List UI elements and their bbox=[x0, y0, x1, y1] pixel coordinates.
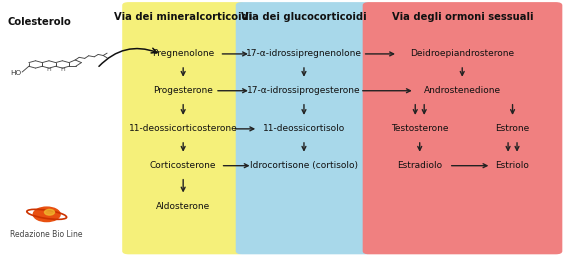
Text: Deidroepiandrosterone: Deidroepiandrosterone bbox=[410, 49, 514, 58]
Text: Estrone: Estrone bbox=[495, 124, 530, 133]
FancyBboxPatch shape bbox=[363, 2, 562, 254]
Text: Aldosterone: Aldosterone bbox=[156, 202, 210, 211]
Text: Estradiolo: Estradiolo bbox=[397, 161, 442, 170]
Text: Pregnenolone: Pregnenolone bbox=[152, 49, 214, 58]
Text: Via dei glucocorticoidi: Via dei glucocorticoidi bbox=[241, 12, 367, 22]
Text: Testosterone: Testosterone bbox=[391, 124, 448, 133]
Text: Via degli ormoni sessuali: Via degli ormoni sessuali bbox=[392, 12, 533, 22]
Text: Androstenedione: Androstenedione bbox=[424, 86, 501, 95]
Text: H: H bbox=[60, 67, 65, 72]
Text: Redazione Bio Line: Redazione Bio Line bbox=[11, 230, 83, 239]
Text: 17-α-idrossipregnenolone: 17-α-idrossipregnenolone bbox=[246, 49, 362, 58]
Text: 11-deossicortisolo: 11-deossicortisolo bbox=[263, 124, 345, 133]
Text: HO: HO bbox=[10, 70, 21, 76]
Text: Colesterolo: Colesterolo bbox=[7, 17, 71, 27]
Text: Corticosterone: Corticosterone bbox=[150, 161, 217, 170]
Ellipse shape bbox=[45, 209, 55, 215]
FancyBboxPatch shape bbox=[122, 2, 245, 254]
FancyBboxPatch shape bbox=[236, 2, 372, 254]
Text: Idrocortisone (cortisolo): Idrocortisone (cortisolo) bbox=[250, 161, 358, 170]
Ellipse shape bbox=[33, 207, 60, 221]
Text: Progesterone: Progesterone bbox=[153, 86, 213, 95]
Text: 11-deossicorticosterone: 11-deossicorticosterone bbox=[129, 124, 237, 133]
Text: Estriolo: Estriolo bbox=[496, 161, 530, 170]
Text: H: H bbox=[47, 67, 51, 72]
Text: 17-α-idrossiprogesterone: 17-α-idrossiprogesterone bbox=[247, 86, 361, 95]
Text: Via dei mineralcorticoidi: Via dei mineralcorticoidi bbox=[114, 12, 253, 22]
